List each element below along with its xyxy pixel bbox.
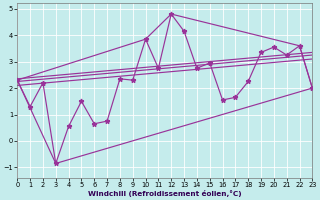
X-axis label: Windchill (Refroidissement éolien,°C): Windchill (Refroidissement éolien,°C) bbox=[88, 190, 242, 197]
